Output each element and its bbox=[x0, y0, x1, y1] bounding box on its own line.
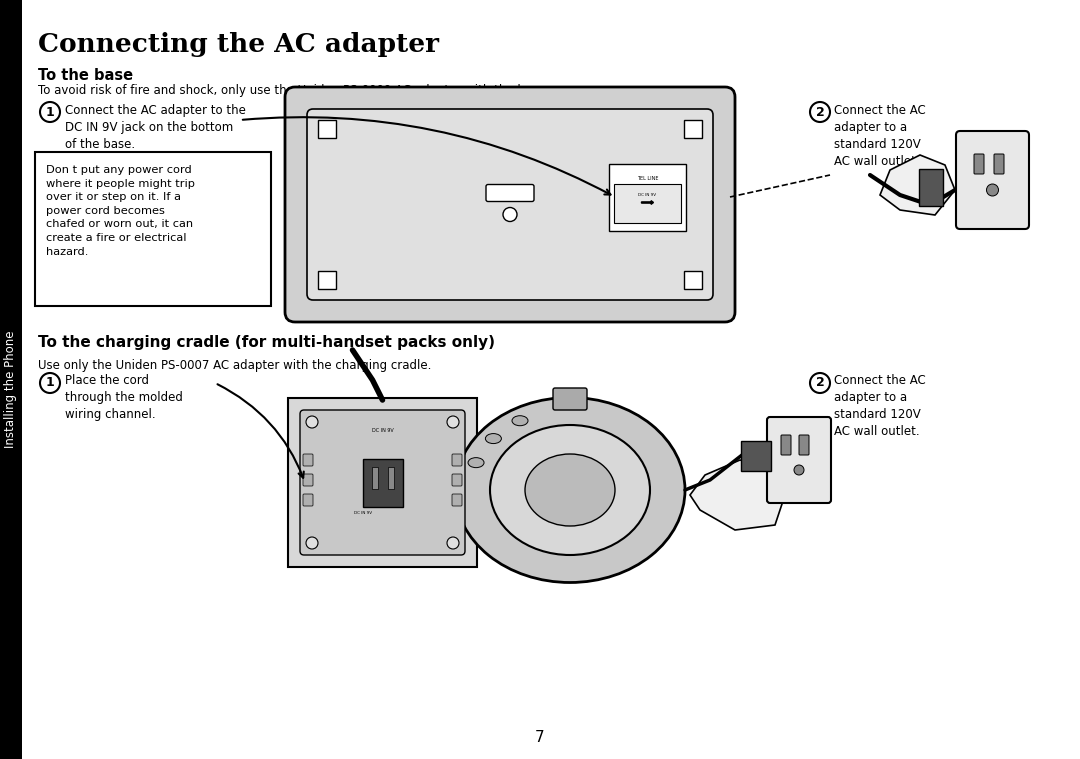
Text: DC IN 9V: DC IN 9V bbox=[372, 428, 393, 433]
Text: Connecting the AC adapter: Connecting the AC adapter bbox=[38, 32, 438, 57]
FancyBboxPatch shape bbox=[388, 467, 393, 489]
Text: 7: 7 bbox=[536, 730, 544, 745]
Text: 1: 1 bbox=[45, 106, 54, 118]
Polygon shape bbox=[880, 155, 955, 215]
Text: 2: 2 bbox=[815, 376, 824, 389]
Circle shape bbox=[810, 102, 831, 122]
Text: Connect the AC
adapter to a
standard 120V
AC wall outlet.: Connect the AC adapter to a standard 120… bbox=[834, 104, 926, 168]
FancyBboxPatch shape bbox=[288, 398, 477, 567]
FancyBboxPatch shape bbox=[956, 131, 1029, 229]
FancyBboxPatch shape bbox=[318, 120, 336, 138]
FancyBboxPatch shape bbox=[486, 184, 534, 201]
FancyBboxPatch shape bbox=[615, 184, 681, 222]
Text: Don t put any power cord
where it people might trip
over it or step on it. If a
: Don t put any power cord where it people… bbox=[46, 165, 195, 257]
FancyBboxPatch shape bbox=[741, 441, 771, 471]
FancyBboxPatch shape bbox=[307, 109, 713, 300]
Text: Place the cord
through the molded
wiring channel.: Place the cord through the molded wiring… bbox=[65, 374, 183, 421]
FancyBboxPatch shape bbox=[285, 87, 735, 322]
Circle shape bbox=[794, 465, 804, 475]
Text: Use only the Uniden PS-0007 AC adapter with the charging cradle.: Use only the Uniden PS-0007 AC adapter w… bbox=[38, 359, 431, 372]
Ellipse shape bbox=[525, 454, 615, 526]
FancyBboxPatch shape bbox=[303, 494, 313, 506]
FancyBboxPatch shape bbox=[767, 417, 831, 503]
FancyBboxPatch shape bbox=[318, 271, 336, 289]
FancyBboxPatch shape bbox=[363, 458, 403, 506]
FancyBboxPatch shape bbox=[35, 152, 271, 306]
Text: To the charging cradle (for multi-handset packs only): To the charging cradle (for multi-handse… bbox=[38, 335, 495, 350]
Text: DC IN 9V: DC IN 9V bbox=[638, 193, 657, 197]
Circle shape bbox=[447, 537, 459, 549]
FancyBboxPatch shape bbox=[799, 435, 809, 455]
Circle shape bbox=[986, 184, 999, 196]
Ellipse shape bbox=[485, 433, 501, 443]
FancyBboxPatch shape bbox=[684, 271, 702, 289]
Text: Connect the AC adapter to the
DC IN 9V jack on the bottom
of the base.: Connect the AC adapter to the DC IN 9V j… bbox=[65, 104, 246, 151]
Circle shape bbox=[447, 416, 459, 428]
FancyBboxPatch shape bbox=[609, 163, 686, 231]
Text: To avoid risk of fire and shock, only use the Uniden PS-0009 AC adapter with the: To avoid risk of fire and shock, only us… bbox=[38, 84, 550, 97]
Ellipse shape bbox=[455, 398, 685, 582]
FancyBboxPatch shape bbox=[994, 154, 1004, 174]
FancyBboxPatch shape bbox=[684, 120, 702, 138]
Ellipse shape bbox=[512, 416, 528, 426]
FancyBboxPatch shape bbox=[781, 435, 791, 455]
Circle shape bbox=[40, 102, 60, 122]
Circle shape bbox=[306, 537, 318, 549]
FancyBboxPatch shape bbox=[974, 154, 984, 174]
FancyBboxPatch shape bbox=[453, 494, 462, 506]
Circle shape bbox=[306, 416, 318, 428]
Polygon shape bbox=[690, 460, 785, 530]
Text: Connect the AC
adapter to a
standard 120V
AC wall outlet.: Connect the AC adapter to a standard 120… bbox=[834, 374, 926, 438]
FancyBboxPatch shape bbox=[919, 169, 943, 206]
Circle shape bbox=[810, 373, 831, 393]
Circle shape bbox=[503, 207, 517, 222]
FancyBboxPatch shape bbox=[303, 474, 313, 486]
FancyBboxPatch shape bbox=[300, 410, 465, 555]
FancyBboxPatch shape bbox=[553, 388, 588, 410]
FancyBboxPatch shape bbox=[0, 0, 22, 759]
Circle shape bbox=[40, 373, 60, 393]
FancyBboxPatch shape bbox=[372, 467, 378, 489]
Text: 2: 2 bbox=[815, 106, 824, 118]
Text: Installing the Phone: Installing the Phone bbox=[4, 331, 17, 449]
Text: To the base: To the base bbox=[38, 68, 133, 83]
FancyBboxPatch shape bbox=[453, 454, 462, 466]
FancyBboxPatch shape bbox=[303, 454, 313, 466]
Ellipse shape bbox=[490, 425, 650, 555]
FancyBboxPatch shape bbox=[453, 474, 462, 486]
Text: DC IN 9V: DC IN 9V bbox=[354, 511, 373, 515]
Text: TEL LINE: TEL LINE bbox=[637, 177, 658, 181]
Ellipse shape bbox=[468, 458, 484, 468]
Text: 1: 1 bbox=[45, 376, 54, 389]
